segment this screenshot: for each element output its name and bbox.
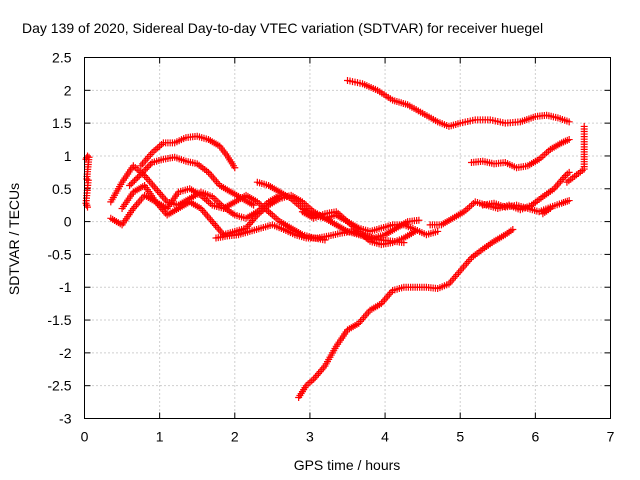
y-tick-label: 0 (64, 214, 72, 230)
data-point (127, 180, 135, 188)
data-point (126, 181, 134, 189)
data-point (509, 225, 517, 233)
data-point (539, 210, 547, 218)
data-point (132, 175, 140, 183)
data-point (565, 197, 573, 205)
x-tick-label: 0 (81, 429, 89, 445)
x-tick-label: 4 (381, 429, 389, 445)
data-point (145, 162, 153, 170)
x-tick-label: 2 (231, 429, 239, 445)
x-tick-label: 6 (531, 429, 539, 445)
y-axis-label: SDTVAR / TECUs (6, 183, 22, 295)
y-tick-label: -2.5 (47, 378, 71, 394)
x-axis-label: GPS time / hours (294, 457, 401, 473)
y-tick-label: 1.5 (52, 115, 72, 131)
y-tick-label: 1 (64, 148, 72, 164)
y-tick-label: -1 (59, 279, 72, 295)
grid-lines (84, 57, 611, 419)
data-point (84, 152, 92, 160)
plot-frame (84, 57, 611, 419)
y-tick-label: -0.5 (47, 246, 71, 262)
data-point (565, 118, 573, 126)
y-tick-label: 2.5 (52, 50, 72, 66)
x-tick-label: 5 (456, 429, 464, 445)
data-point (563, 178, 571, 186)
x-tick-label: 7 (607, 429, 615, 445)
data-point (147, 160, 155, 168)
y-tick-label: 0.5 (52, 181, 72, 197)
data-point (231, 164, 239, 172)
y-tick-label: -2 (59, 345, 72, 361)
x-tick-label: 1 (156, 429, 164, 445)
y-tick-label: -3 (59, 411, 72, 427)
data-point (415, 216, 423, 224)
y-tick-label: -1.5 (47, 312, 71, 328)
data-point (565, 136, 573, 144)
axis-ticks (84, 57, 611, 419)
axis-tick-labels: 0 1 2 3 4 5 6 7 -3 -2.5 -2 -1.5 -1 -0.5 0 0.5 1 1.5 2 2.5 (47, 50, 614, 445)
data-point (565, 168, 573, 176)
x-tick-label: 3 (306, 429, 314, 445)
data-point (129, 178, 137, 186)
y-tick-label: 2 (64, 82, 72, 98)
data-point (134, 174, 142, 182)
data-point (434, 227, 442, 235)
data-point (142, 165, 150, 173)
data-point (130, 177, 138, 185)
data-point (143, 164, 151, 172)
data-point (411, 227, 419, 235)
data-points (82, 76, 588, 401)
chart-title: Day 139 of 2020, Sidereal Day-to-day VTE… (22, 20, 543, 36)
